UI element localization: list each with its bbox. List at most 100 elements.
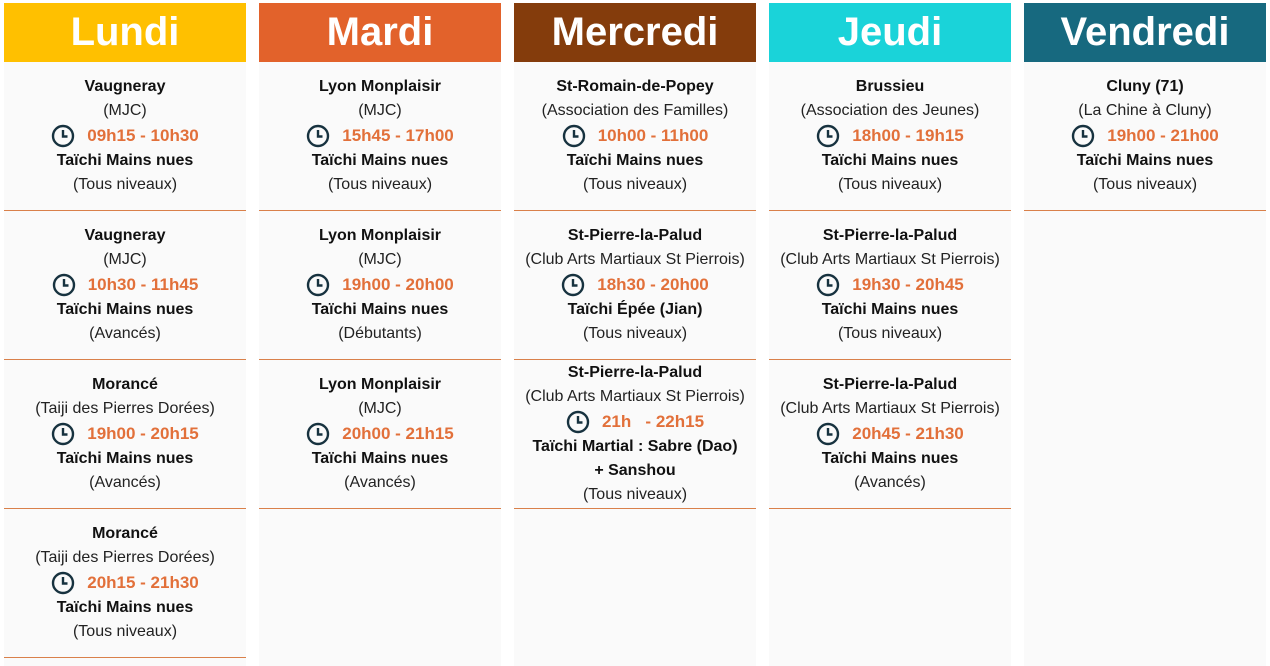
time-row: 19h30 - 20h45 [816, 272, 964, 298]
time: 20h45 - 21h30 [852, 424, 964, 443]
clock-icon [307, 273, 330, 297]
style: Taïchi Mains nues [821, 152, 959, 169]
day-column: Jeudi Brussieu (Association des Jeunes) 18h… [769, 3, 1011, 666]
place: Vaugneray [84, 227, 166, 244]
level: (Débutants) [338, 325, 422, 342]
clock-icon [562, 273, 585, 297]
place: St-Pierre-la-Palud [567, 227, 703, 244]
time: 15h45 - 17h00 [342, 126, 454, 145]
session: Morancé (Taiji des Pierres Dorées) 19h00 -… [4, 360, 246, 509]
time-row: 09h15 - 10h30 [51, 123, 199, 149]
session: St-Pierre-la-Palud (Club Arts Martiaux St… [514, 360, 756, 509]
venue: (La Chine à Cluny) [1078, 102, 1212, 119]
day-header: Mardi [259, 3, 501, 62]
clock-icon [307, 422, 330, 446]
level: (Avancés) [344, 474, 416, 491]
place: Lyon Monplaisir [318, 78, 442, 95]
venue: (Association des Familles) [541, 102, 729, 119]
clock-icon [52, 571, 75, 595]
time: 18h00 - 19h15 [852, 126, 964, 145]
style: Taïchi Mains nues [311, 301, 449, 318]
style: Taïchi Mains nues [821, 450, 959, 467]
time: 10h30 - 11h45 [87, 275, 199, 294]
style: Taïchi Mains nues [311, 152, 449, 169]
clock-icon [52, 124, 75, 148]
place: Brussieu [855, 78, 925, 95]
venue: (MJC) [358, 400, 402, 417]
time-row: 19h00 - 20h00 [306, 272, 454, 298]
time-row: 18h00 - 19h15 [816, 123, 964, 149]
level: (Tous niveaux) [582, 176, 688, 193]
time: 19h00 - 20h00 [342, 275, 454, 294]
session: Lyon Monplaisir (MJC) 19h00 - 20h00 Taïchi … [259, 211, 501, 360]
day-column: Mercredi St-Romain-de-Popey (Association d… [514, 3, 756, 666]
level: (Tous niveaux) [582, 486, 688, 503]
day-column: Mardi Lyon Monplaisir (MJC) 15h45 - 17h00 Ta… [259, 3, 501, 666]
session: Brussieu (Association des Jeunes) 18h00 - … [769, 62, 1011, 211]
session: Morancé (Taiji des Pierres Dorées) 20h15 -… [4, 509, 246, 658]
time: 09h15 - 10h30 [87, 126, 199, 145]
level: (Tous niveaux) [327, 176, 433, 193]
day-header: Vendredi [1024, 3, 1266, 62]
time: 20h15 - 21h30 [87, 573, 199, 592]
place: St-Pierre-la-Palud [567, 364, 703, 381]
venue: (MJC) [103, 102, 147, 119]
session: St-Romain-de-Popey (Association des Famil… [514, 62, 756, 211]
time-row: 10h30 - 11h45 [52, 272, 199, 298]
time: 18h30 - 20h00 [597, 275, 709, 294]
venue: (Taiji des Pierres Dorées) [35, 549, 215, 566]
style: Taïchi Mains nues [56, 599, 194, 616]
time: 20h00 - 21h15 [342, 424, 454, 443]
session: St-Pierre-la-Palud (Club Arts Martiaux St… [514, 211, 756, 360]
level: (Avancés) [89, 325, 161, 342]
place: Cluny (71) [1106, 78, 1184, 95]
venue: (MJC) [358, 102, 402, 119]
time: 21h - 22h15 [601, 412, 705, 431]
venue: (Club Arts Martiaux St Pierrois) [525, 251, 745, 268]
time-row: 10h00 - 11h00 [562, 123, 709, 149]
place: St-Pierre-la-Palud [822, 227, 958, 244]
time-row: 18h30 - 20h00 [561, 272, 709, 298]
clock-icon [52, 422, 75, 446]
level: (Avancés) [854, 474, 926, 491]
clock-icon [562, 124, 585, 148]
clock-icon [817, 124, 840, 148]
time: 10h00 - 11h00 [597, 126, 709, 145]
clock-icon [817, 273, 840, 297]
level: (Tous niveaux) [837, 176, 943, 193]
style: Taïchi Mains nues [311, 450, 449, 467]
level: (Tous niveaux) [72, 176, 178, 193]
day-column: Vendredi Cluny (71) (La Chine à Cluny) 19h0… [1024, 3, 1266, 666]
session: St-Pierre-la-Palud (Club Arts Martiaux St… [769, 360, 1011, 509]
day-header: Mercredi [514, 3, 756, 62]
place: Vaugneray [84, 78, 166, 95]
style: Taïchi Mains nues [56, 450, 194, 467]
session: Vaugneray (MJC) 10h30 - 11h45 Taïchi Mains … [4, 211, 246, 360]
day-header: Jeudi [769, 3, 1011, 62]
day-column: Lundi Vaugneray (MJC) 09h15 - 10h30 Taïchi M… [4, 3, 246, 666]
clock-icon [817, 422, 840, 446]
style: Taïchi Épée (Jian) [567, 301, 703, 318]
level: (Tous niveaux) [837, 325, 943, 342]
level: (Tous niveaux) [72, 623, 178, 640]
place: Lyon Monplaisir [318, 376, 442, 393]
venue: (Club Arts Martiaux St Pierrois) [780, 400, 1000, 417]
time-row: 21h - 22h15 [566, 409, 704, 435]
level: (Tous niveaux) [1092, 176, 1198, 193]
time: 19h00 - 20h15 [87, 424, 199, 443]
style: Taïchi Martial : Sabre (Dao) + Sanshou [532, 438, 738, 479]
time-row: 20h45 - 21h30 [816, 421, 964, 447]
style: Taïchi Mains nues [56, 301, 194, 318]
session: St-Pierre-la-Palud (Club Arts Martiaux St… [769, 211, 1011, 360]
clock-icon [566, 410, 590, 434]
time-row: 20h00 - 21h15 [306, 421, 454, 447]
time-row: 19h00 - 20h15 [51, 421, 199, 447]
venue: (Association des Jeunes) [800, 102, 980, 119]
session: Lyon Monplaisir (MJC) 15h45 - 17h00 Taïchi … [259, 62, 501, 211]
style: Taïchi Mains nues [821, 301, 959, 318]
place: Lyon Monplaisir [318, 227, 442, 244]
style: Taïchi Mains nues [1076, 152, 1214, 169]
time-row: 15h45 - 17h00 [306, 123, 454, 149]
venue: (MJC) [358, 251, 402, 268]
session: Vaugneray (MJC) 09h15 - 10h30 Taïchi Mains … [4, 62, 246, 211]
